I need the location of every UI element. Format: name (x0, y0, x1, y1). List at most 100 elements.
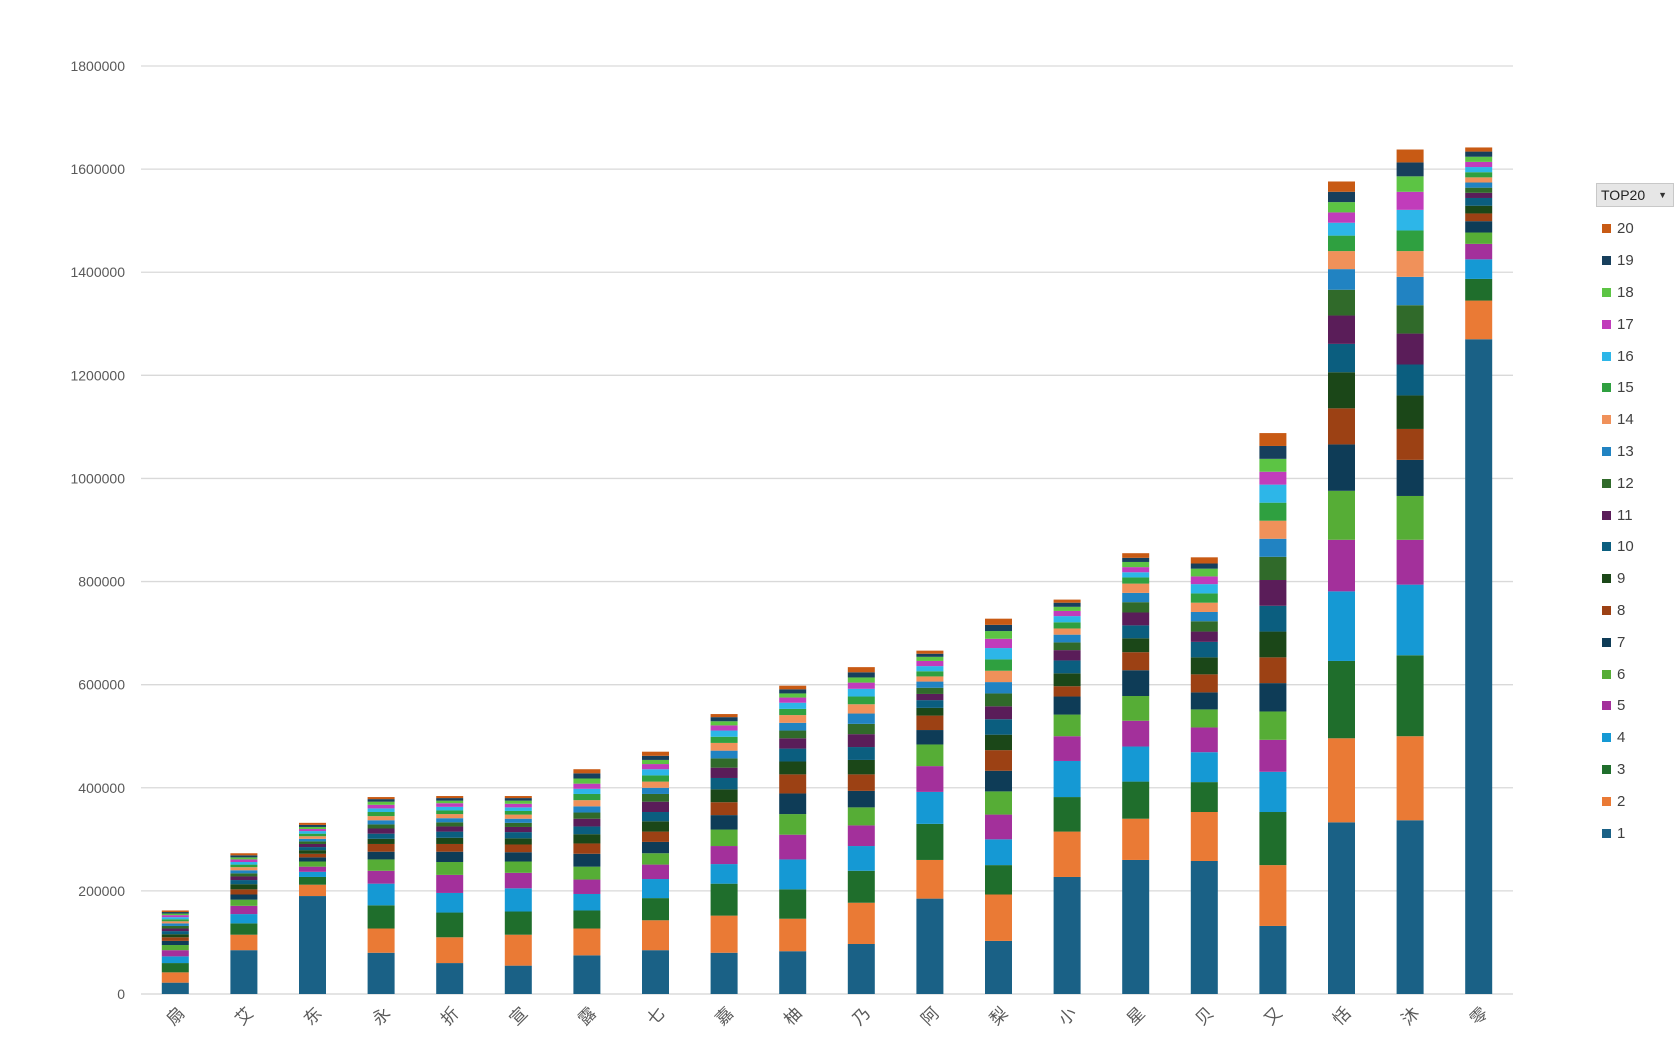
bar-segment (1259, 538, 1287, 557)
legend-item: 12 (1596, 467, 1674, 499)
bar-stack (1465, 147, 1493, 994)
legend-filter-dropdown[interactable]: TOP20 ▼ (1596, 183, 1674, 207)
bar-segment (1396, 149, 1424, 163)
legend-swatch (1602, 510, 1611, 520)
bar-segment (779, 693, 807, 698)
bar-segment (779, 730, 807, 739)
bar-segment (436, 963, 464, 994)
bar-segment (1053, 634, 1081, 643)
bar-segment (1396, 251, 1424, 277)
bar-segment (504, 822, 532, 827)
bar-segment (710, 915, 738, 953)
bar-segment (504, 844, 532, 853)
bar-segment (436, 862, 464, 875)
legend-label: 17 (1617, 315, 1634, 333)
bar-segment (1053, 673, 1081, 687)
bar-segment (710, 829, 738, 847)
bar-stack (916, 650, 944, 994)
legend-item: 5 (1596, 690, 1674, 722)
bar-stack (1259, 433, 1287, 994)
bar-segment (161, 934, 189, 938)
bar-segment (1053, 686, 1081, 697)
legend-label: 12 (1617, 474, 1634, 492)
legend-item: 8 (1596, 595, 1674, 627)
bar-segment (710, 758, 738, 768)
bar-segment (1190, 563, 1218, 569)
bar-segment (1465, 161, 1493, 168)
bar-segment (1396, 230, 1424, 252)
bar-segment (1259, 865, 1287, 926)
x-category-label: 沐 (1398, 1004, 1424, 1030)
bar-stack (367, 797, 395, 994)
bar-segment (367, 833, 395, 839)
bar-segment (847, 667, 875, 673)
bar-segment (1053, 831, 1081, 877)
bar-segment (299, 822, 326, 825)
bar-segment (1396, 395, 1424, 429)
bar-segment (573, 955, 601, 994)
legend-swatch (1602, 256, 1611, 266)
x-category-label: 梨 (986, 1004, 1012, 1030)
bar-segment (642, 751, 669, 756)
bar-segment (985, 719, 1012, 735)
bar-segment (367, 870, 395, 884)
bar-segment (985, 734, 1012, 751)
bar-stack (504, 796, 532, 994)
y-tick-label: 800000 (78, 574, 125, 590)
bar-segment (299, 824, 326, 827)
bar-segment (985, 770, 1012, 792)
bar-segment (916, 715, 944, 731)
bar-segment (299, 841, 326, 844)
bar-stack (985, 618, 1012, 994)
legend-label: 5 (1617, 697, 1626, 715)
bar-segment (1259, 458, 1287, 472)
bar-segment (1122, 638, 1150, 653)
bar-segment (367, 952, 395, 994)
legend: TOP20 ▼ 20 19 18 17 16 15 14 13 12 11 10 9 8 7 6 5 4 3 2 1 (1596, 183, 1674, 849)
bar-segment (1053, 714, 1081, 737)
bar-segment (779, 918, 807, 952)
chevron-down-icon[interactable]: ▼ (1658, 190, 1667, 200)
bar-segment (710, 725, 738, 731)
bar-segment (985, 706, 1012, 720)
legend-items: 20 19 18 17 16 15 14 13 12 11 10 9 8 7 6 5 4 3 2 1 (1596, 213, 1674, 849)
legend-label: 13 (1617, 442, 1634, 460)
bar-segment (230, 884, 258, 890)
legend-label: 11 (1617, 506, 1633, 524)
bar-segment (985, 659, 1012, 671)
bar-segment (1328, 408, 1355, 445)
bar-segment (1122, 553, 1150, 558)
bar-segment (1465, 339, 1493, 994)
y-axis-tick-labels: 0 200000 400000 600000 800000 1000000 1200000 1… (70, 58, 125, 1002)
bar-segment (161, 913, 189, 916)
bar-segment (642, 841, 669, 854)
bar-segment (847, 825, 875, 847)
bar-segment (642, 759, 669, 765)
legend-label: 14 (1617, 411, 1634, 429)
bar-segment (1190, 611, 1218, 622)
legend-label: 20 (1617, 220, 1634, 238)
bar-stacks (161, 147, 1493, 994)
bar-segment (847, 846, 875, 871)
bar-segment (1396, 584, 1424, 656)
x-category-label: 扇 (163, 1004, 189, 1030)
bar-segment (504, 838, 532, 845)
bar-segment (985, 670, 1012, 683)
bar-segment (1396, 495, 1424, 540)
bar-segment (161, 925, 189, 929)
bar-segment (779, 859, 807, 890)
bar-segment (436, 806, 464, 811)
bar-segment (1465, 300, 1493, 340)
bar-segment (230, 870, 258, 874)
legend-swatch (1602, 605, 1611, 615)
legend-swatch (1602, 796, 1611, 806)
bar-stack (573, 769, 601, 994)
bar-segment (710, 714, 738, 718)
bar-segment (1396, 459, 1424, 496)
bar-segment (779, 834, 807, 860)
x-category-label: 又 (1261, 1004, 1287, 1030)
bar-segment (985, 940, 1012, 994)
bar-segment (504, 803, 532, 808)
bar-segment (1122, 670, 1150, 697)
bar-segment (1259, 711, 1287, 740)
